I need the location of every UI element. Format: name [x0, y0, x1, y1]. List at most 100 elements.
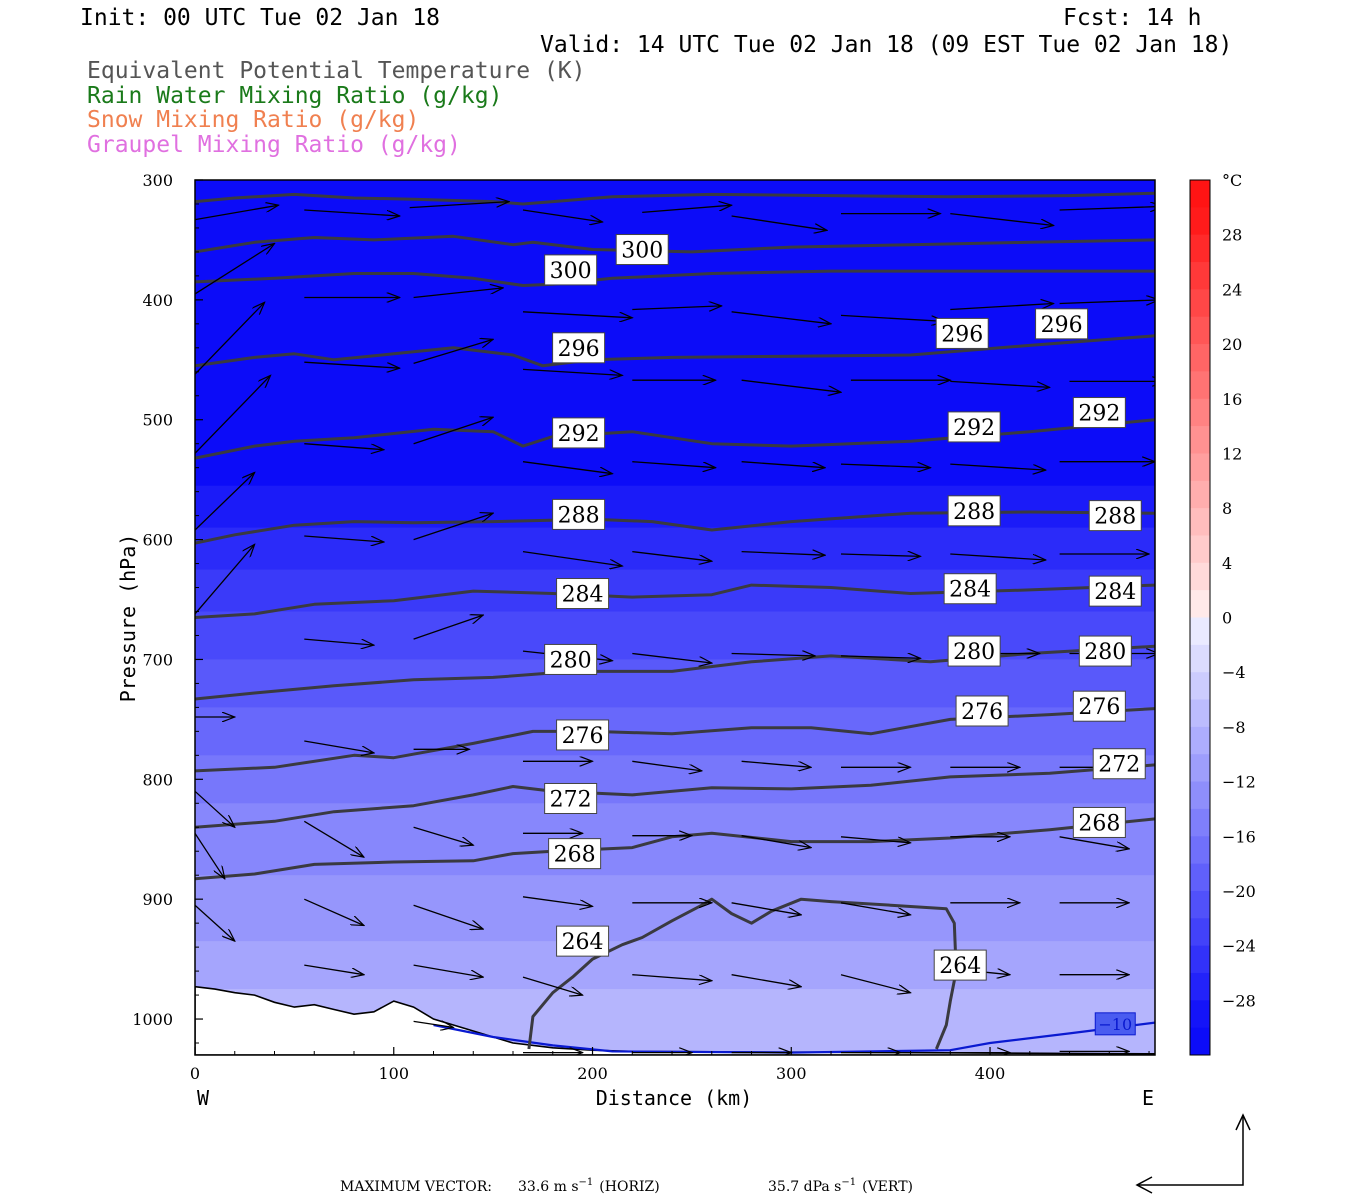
colorbar-unit: °C [1222, 171, 1242, 190]
max-vector-legend: MAXIMUM VECTOR: 33.6 m s−1 (HORIZ) 35.7 d… [340, 1113, 1251, 1195]
wind-vector [304, 964, 364, 975]
contour-label: 280 [953, 640, 995, 665]
colorbar-label: 8 [1222, 499, 1232, 518]
wind-vector [195, 375, 271, 454]
wind-vector [304, 898, 364, 925]
colorbar-swatch [1190, 781, 1210, 810]
wind-vector [304, 209, 399, 216]
field-label-graupel: Graupel Mixing Ratio (g/kg) [87, 132, 461, 158]
field-label-rain: Rain Water Mixing Ratio (g/kg) [87, 83, 502, 109]
horizontal-reference-arrowhead [1135, 1176, 1153, 1194]
forecast-hour: Fcst: 14 h [1063, 5, 1201, 31]
colorbar-swatch [1190, 562, 1210, 591]
wind-vector [522, 896, 593, 907]
temperature-band-10 [195, 875, 1155, 943]
contour-label-box [933, 949, 987, 981]
colorbar-label: −4 [1222, 663, 1246, 682]
colorbar-label: −28 [1222, 991, 1256, 1010]
max-vert-exponent: −1 [841, 1177, 856, 1188]
wind-vector [632, 461, 715, 468]
wind-vector [522, 311, 632, 318]
colorbar-swatch [1190, 836, 1210, 865]
contour-label-box [1078, 635, 1132, 667]
colorbar-label: 24 [1222, 280, 1242, 299]
wind-vector [195, 473, 255, 531]
wind-vector [741, 760, 812, 767]
contour-label: 292 [1078, 402, 1120, 427]
colorbar-swatch [1190, 726, 1210, 755]
wind-vector [413, 615, 484, 640]
contour-label-box [552, 498, 606, 530]
temperature-band-3 [195, 527, 1155, 571]
wind-vector [840, 974, 911, 993]
x-tick-label: 100 [378, 1064, 409, 1083]
colorbar-label: 16 [1222, 390, 1242, 409]
wind-vector [413, 417, 494, 445]
colorbar-swatch [1190, 289, 1210, 318]
field-label-theta-e: Equivalent Potential Temperature (K) [87, 58, 586, 84]
theta-e-line [195, 817, 1155, 881]
wind-vector [195, 244, 275, 295]
wind-vector [950, 380, 1049, 387]
contour-label: 296 [941, 322, 983, 347]
contour-label: 280 [1084, 640, 1126, 665]
x-tick-label: 200 [577, 1064, 608, 1083]
isotherm-label: −10 [1094, 1012, 1136, 1036]
colorbar: 28 24 20 16 12 8 4 0 −4 −8 −12 −16 −20 −24 −28 [1189, 179, 1256, 1056]
x-tick-label: 0 [190, 1064, 200, 1083]
contour-label-box [615, 234, 669, 266]
wind-vector [1059, 300, 1155, 304]
colorbar-swatch [1190, 590, 1210, 618]
colorbar-swatch [1190, 344, 1210, 372]
max-horiz-exponent: −1 [579, 1177, 594, 1188]
wind-vector [950, 212, 1053, 226]
colorbar-label: 12 [1222, 444, 1242, 463]
contour-label-box [955, 695, 1009, 727]
max-vert-unit: (VERT) [862, 1179, 913, 1195]
wind-vector [413, 339, 494, 365]
contour-label-box [943, 573, 997, 605]
x-axis: 0 100 200 300 400 [190, 1047, 1150, 1083]
wind-vector [950, 553, 1045, 560]
colorbar-swatch [1190, 1027, 1210, 1056]
reference-vector-arrows [1137, 1115, 1244, 1186]
wind-vector [840, 464, 930, 468]
contour-label-box [1072, 690, 1126, 722]
svg-text:33.6 m s−1(HORIZ): 33.6 m s−1 (HORIZ) [518, 1177, 660, 1195]
temperature-band-7 [195, 707, 1155, 757]
wind-vector [413, 288, 504, 299]
contour-label: 272 [1098, 753, 1140, 778]
wind-vector [522, 550, 622, 566]
contour-label-box [556, 719, 610, 751]
colorbar-swatch [1190, 672, 1210, 701]
wind-vector [731, 974, 802, 987]
colorbar-frame [1189, 179, 1211, 1056]
contour-label-box [556, 578, 610, 610]
colorbar-swatch [1190, 371, 1210, 400]
contour-label-box [552, 332, 606, 364]
plot-frame [194, 179, 1156, 1056]
wind-vector [731, 902, 802, 915]
contour-label: 296 [1041, 313, 1083, 338]
wind-vector [413, 513, 494, 541]
contour-label-box [556, 925, 610, 957]
colorbar-swatch [1190, 945, 1210, 974]
max-vert-value: 35.7 dPa s [768, 1179, 841, 1195]
isotherm-label-text: −10 [1098, 1015, 1132, 1034]
colorbar-label: 0 [1222, 609, 1232, 628]
colorbar-label: −16 [1222, 827, 1256, 846]
contour-label-box [1035, 308, 1089, 340]
y-tick-label: 500 [142, 411, 173, 430]
contour-label: 300 [621, 239, 663, 264]
contour-label: 284 [562, 583, 604, 608]
wind-vector [303, 820, 364, 857]
wind-vector [741, 552, 826, 556]
wind-vector [632, 974, 712, 981]
contour-label-box [544, 254, 598, 286]
contour-label: 292 [558, 422, 600, 447]
temperature-band-8 [195, 755, 1155, 805]
wind-vector [522, 368, 622, 375]
wind-vector [731, 215, 827, 230]
temperature-band-9 [195, 803, 1155, 877]
